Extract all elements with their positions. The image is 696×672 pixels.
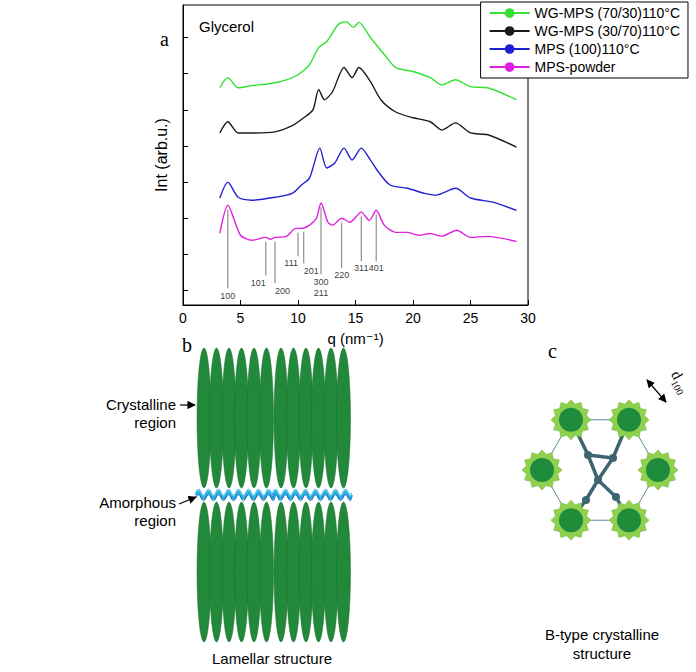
- svg-text:20: 20: [405, 310, 421, 326]
- svg-text:WG-MPS (70/30)110°C: WG-MPS (70/30)110°C: [535, 5, 680, 21]
- svg-text:25: 25: [463, 310, 479, 326]
- svg-text:201: 201: [304, 266, 319, 276]
- svg-text:15: 15: [348, 310, 364, 326]
- svg-text:region: region: [134, 414, 176, 431]
- svg-text:401: 401: [369, 263, 384, 273]
- svg-text:Crystalline: Crystalline: [106, 396, 176, 413]
- svg-text:Lamellar structure: Lamellar structure: [212, 650, 332, 667]
- svg-text:100: 100: [220, 291, 235, 301]
- svg-text:5: 5: [237, 310, 245, 326]
- svg-text:a: a: [160, 28, 169, 50]
- svg-text:MPS-powder: MPS-powder: [535, 59, 616, 75]
- svg-text:WG-MPS (30/70)110°C: WG-MPS (30/70)110°C: [535, 23, 680, 39]
- svg-text:b: b: [182, 334, 192, 356]
- svg-text:MPS (100)110°C: MPS (100)110°C: [535, 41, 640, 57]
- svg-text:B-type crystalline: B-type crystalline: [545, 626, 659, 643]
- svg-text:c: c: [548, 340, 557, 362]
- svg-text:311: 311: [354, 263, 368, 273]
- svg-text:101: 101: [251, 278, 266, 288]
- svg-text:q (nm⁻¹): q (nm⁻¹): [327, 330, 383, 347]
- svg-text:0: 0: [179, 310, 187, 326]
- svg-text:111: 111: [284, 258, 298, 268]
- svg-text:Int (arb.u.): Int (arb.u.): [153, 118, 170, 192]
- svg-text:30: 30: [520, 310, 536, 326]
- svg-text:300: 300: [313, 277, 328, 287]
- svg-text:Glycerol: Glycerol: [199, 18, 254, 35]
- svg-text:d100: d100: [665, 368, 692, 397]
- svg-text:Amorphous: Amorphous: [99, 494, 176, 511]
- svg-text:10: 10: [290, 310, 306, 326]
- svg-text:200: 200: [275, 286, 290, 296]
- svg-text:211: 211: [314, 288, 328, 298]
- svg-text:region: region: [134, 512, 176, 529]
- svg-text:structure: structure: [573, 645, 631, 662]
- svg-text:220: 220: [334, 270, 349, 280]
